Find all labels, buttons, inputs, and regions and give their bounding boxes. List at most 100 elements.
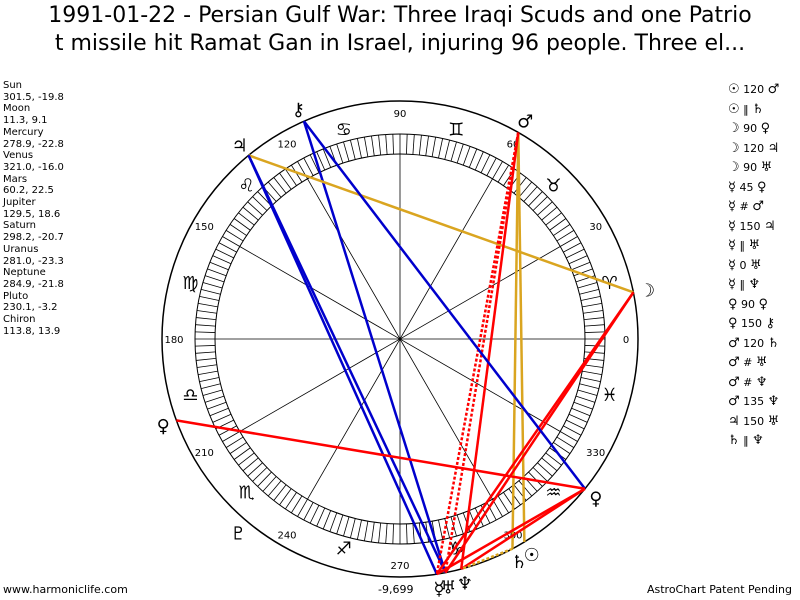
aspect-row: ☿ 45 ♀ [728, 178, 779, 198]
zodiac-sign-glyph: ♊ [448, 119, 464, 140]
ring-label: 60 [507, 139, 520, 150]
aspect-planet-2: ♀ [758, 296, 769, 312]
degree-tick [577, 282, 598, 289]
degree-tick [247, 462, 263, 477]
degree-tick [336, 514, 344, 535]
degree-tick [356, 519, 362, 540]
aspect-row: ♂ 120 ♄ [728, 334, 779, 354]
aspect-planet-2: ♄ [752, 101, 764, 117]
aspect-angle: ‖ [739, 102, 753, 116]
aspect-planet-2: ♂ [767, 82, 780, 97]
degree-tick [582, 303, 602, 308]
aspect-planet-2: ♀ [756, 179, 767, 195]
degree-tick [252, 196, 268, 211]
degree-tick [583, 364, 604, 368]
degree-tick [309, 154, 320, 173]
planet-glyph: ♄ [511, 552, 527, 573]
zodiac-sign-glyph: ♎ [182, 385, 198, 406]
aspect-line [247, 154, 447, 574]
planet-coords-jupiter: 129.5, 18.6 [3, 208, 61, 220]
aspect-angle: 45 [735, 180, 757, 194]
degree-tick [523, 186, 538, 202]
aspect-angle: 90 [737, 297, 759, 311]
planet-positions-list: Sun 301.5, -19.8 Moon 11.3, 9.1 Mercury 278.9… [3, 80, 64, 337]
degree-tick [532, 196, 548, 211]
degree-tick [568, 413, 588, 423]
aspect-planet-2: ♅ [749, 257, 762, 273]
degree-tick [196, 364, 217, 368]
ring-label: 120 [277, 139, 296, 150]
aspect-planet-2: ♆ [752, 433, 764, 448]
planet-name-pluto: Pluto [3, 290, 29, 302]
planet-coords-sun: 301.5, -19.8 [3, 91, 64, 103]
degree-tick [378, 135, 382, 156]
zodiac-sign-glyph: ♍ [182, 273, 198, 294]
aspect-row: ☉ ‖ ♄ [728, 100, 779, 120]
planet-glyph: ☿ [433, 579, 444, 600]
degree-tick [204, 275, 225, 283]
degree-tick [343, 516, 350, 537]
zodiac-sign-glyph: ♐ [336, 539, 352, 560]
aspect-planet-1: ♀ [728, 316, 738, 331]
aspect-planet-2: ♃ [763, 218, 776, 234]
degree-tick [207, 268, 227, 277]
degree-tick [456, 143, 464, 164]
degree-tick [560, 236, 578, 247]
aspect-planet-2: ♂ [752, 199, 764, 214]
aspect-row: ☿ 0 ♅ [728, 256, 779, 276]
degree-tick [553, 442, 571, 454]
aspect-line [511, 132, 520, 549]
degree-tick [438, 519, 444, 540]
degree-tick [199, 377, 220, 383]
aspect-planet-2: ♄ [767, 335, 780, 351]
title-line-2: t missile hit Ramat Gan in Israel, injur… [54, 31, 746, 56]
degree-tick [486, 157, 497, 176]
aspect-row: ☉ 120 ♂ [728, 80, 779, 100]
degree-tick [497, 164, 509, 183]
degree-tick [309, 505, 320, 524]
degree-tick [584, 351, 605, 354]
degree-tick [229, 442, 247, 454]
aspect-line [444, 132, 520, 573]
planet-coords-venus: 321.0, -16.0 [3, 161, 64, 173]
degree-tick [553, 224, 571, 236]
aspect-angle: 0 [735, 258, 750, 272]
aspect-angle: 90 [739, 122, 761, 135]
planet-name-uranus: Uranus [3, 243, 39, 255]
degree-tick [528, 191, 543, 207]
degree-tick [222, 431, 240, 442]
house-spoke [239, 246, 561, 432]
aspect-row: ☿ # ♂ [728, 197, 779, 217]
planet-name-mercury: Mercury [3, 126, 44, 138]
degree-tick [343, 141, 350, 162]
degree-tick [303, 502, 314, 521]
degree-tick [497, 495, 509, 514]
planet-glyph: ♃ [232, 136, 248, 157]
degree-tick [202, 389, 223, 396]
aspect-planet-1: ☽ [728, 121, 740, 136]
planet-glyph: ♇ [230, 523, 246, 544]
degree-tick [225, 436, 244, 448]
planet-glyph: ⚷ [292, 99, 305, 120]
aspect-angle: ‖ [739, 434, 753, 447]
degree-tick [238, 212, 255, 226]
aspect-row: ♀ 150 ⚷ [728, 314, 779, 334]
degree-tick [573, 268, 593, 277]
degree-tick [563, 425, 582, 436]
planet-name-chiron: Chiron [3, 314, 36, 326]
degree-tick [418, 135, 422, 156]
aspect-list: ☉ 120 ♂ ☉ ‖ ♄ ☽ 90 ♀ ☽ 120 ♃ ☽ 90 ♅ ☿ 45 ♀ ☿ #… [728, 80, 779, 451]
degree-tick [195, 345, 216, 347]
degree-tick [575, 395, 596, 403]
degree-tick [385, 134, 388, 155]
degree-tick [273, 177, 287, 194]
aspect-angle: 135 [739, 395, 768, 408]
aspect-planet-1: ♂ [728, 335, 740, 351]
aspect-row: ♂ # ♅ [728, 353, 779, 373]
degree-tick [580, 377, 601, 383]
degree-tick [285, 168, 297, 186]
degree-tick [222, 236, 240, 247]
degree-tick [279, 488, 292, 506]
degree-tick [450, 516, 457, 537]
aspect-planet-2: ♆ [755, 374, 768, 390]
